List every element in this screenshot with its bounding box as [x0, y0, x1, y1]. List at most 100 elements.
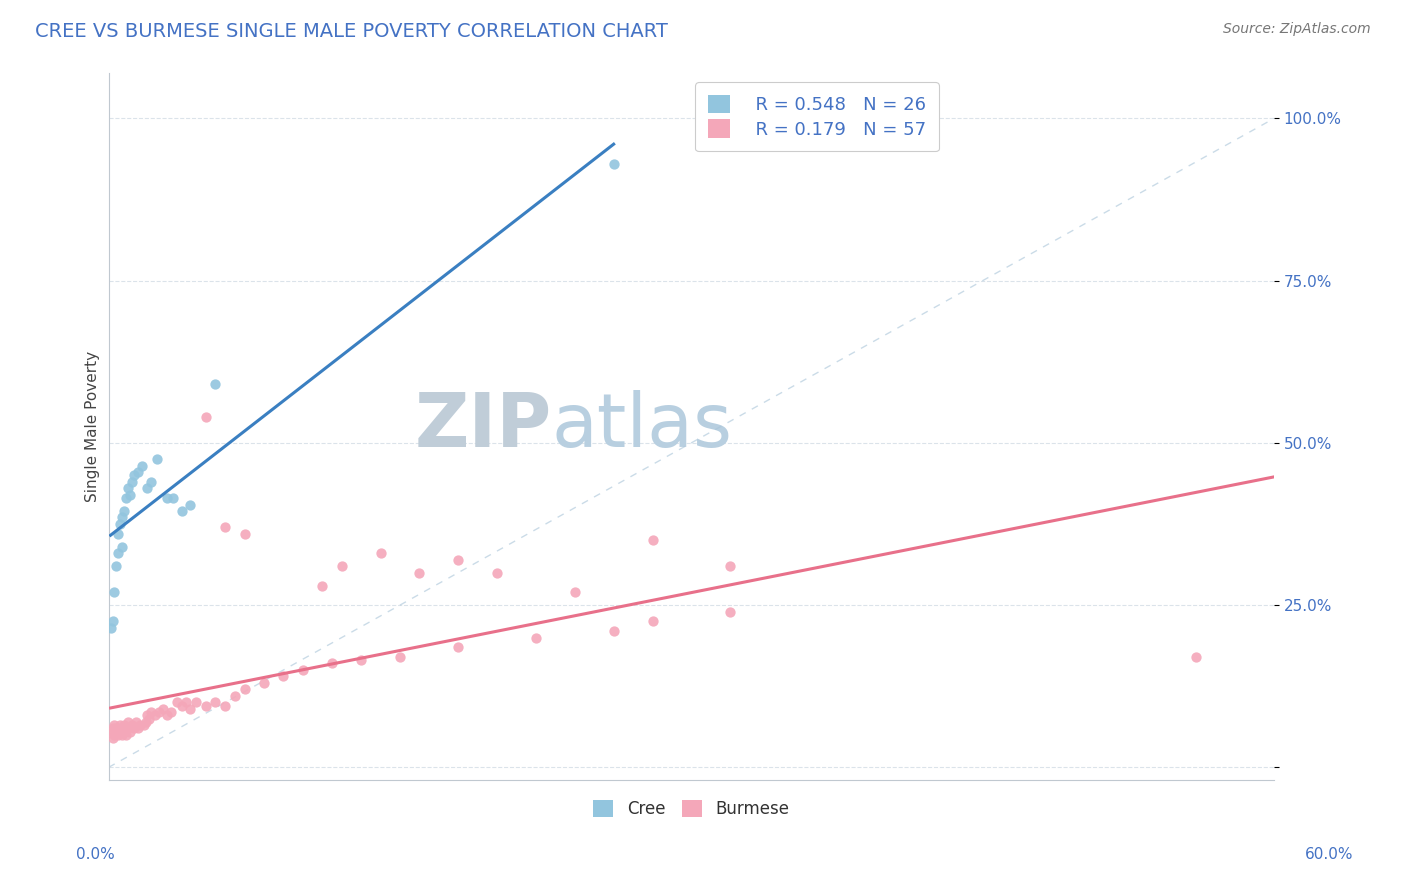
Point: [184, 695, 207, 709]
Point: [564, 585, 586, 599]
Point: [136, 708, 159, 723]
Point: [115, 722, 138, 736]
Text: 60.0%: 60.0%: [1305, 847, 1353, 862]
Point: [138, 712, 160, 726]
Point: [291, 663, 314, 677]
Point: [136, 481, 159, 495]
Point: [330, 559, 353, 574]
Point: [152, 702, 174, 716]
Point: [101, 731, 124, 745]
Text: CREE VS BURMESE SINGLE MALE POVERTY CORRELATION CHART: CREE VS BURMESE SINGLE MALE POVERTY CORR…: [35, 22, 668, 41]
Point: [127, 465, 149, 479]
Point: [641, 533, 664, 548]
Point: [127, 722, 149, 736]
Point: [172, 504, 194, 518]
Y-axis label: Single Male Poverty: Single Male Poverty: [86, 351, 100, 502]
Point: [224, 689, 246, 703]
Point: [110, 718, 132, 732]
Point: [447, 640, 470, 655]
Point: [156, 708, 179, 723]
Point: [117, 481, 139, 495]
Legend: Cree, Burmese: Cree, Burmese: [586, 794, 796, 825]
Point: [122, 468, 145, 483]
Point: [179, 702, 201, 716]
Point: [162, 491, 184, 505]
Point: [602, 157, 624, 171]
Point: [233, 682, 256, 697]
Point: [718, 605, 741, 619]
Point: [131, 458, 153, 473]
Point: [122, 722, 145, 736]
Point: [135, 714, 157, 729]
Point: [115, 491, 138, 505]
Point: [103, 718, 125, 732]
Point: [118, 724, 141, 739]
Point: [117, 722, 139, 736]
Point: [110, 516, 132, 531]
Point: [121, 718, 143, 732]
Point: [176, 695, 198, 709]
Point: [101, 722, 124, 736]
Point: [111, 722, 134, 736]
Point: [253, 676, 276, 690]
Point: [105, 559, 128, 574]
Point: [128, 718, 150, 732]
Point: [118, 488, 141, 502]
Point: [125, 714, 148, 729]
Point: [214, 698, 236, 713]
Point: [486, 566, 509, 580]
Point: [105, 724, 128, 739]
Point: [166, 695, 188, 709]
Point: [214, 520, 236, 534]
Text: Source: ZipAtlas.com: Source: ZipAtlas.com: [1223, 22, 1371, 37]
Point: [273, 669, 295, 683]
Point: [117, 714, 139, 729]
Point: [524, 631, 547, 645]
Point: [172, 698, 194, 713]
Point: [110, 724, 132, 739]
Point: [132, 718, 155, 732]
Point: [194, 409, 217, 424]
Point: [321, 657, 343, 671]
Point: [159, 705, 181, 719]
Text: atlas: atlas: [551, 390, 733, 463]
Point: [148, 705, 170, 719]
Point: [101, 615, 124, 629]
Point: [143, 708, 166, 723]
Point: [107, 526, 129, 541]
Point: [115, 728, 138, 742]
Point: [112, 724, 135, 739]
Point: [105, 722, 128, 736]
Point: [141, 475, 163, 489]
Point: [100, 621, 122, 635]
Point: [107, 722, 129, 736]
Point: [141, 705, 163, 719]
Point: [111, 540, 134, 554]
Point: [146, 452, 169, 467]
Point: [370, 546, 392, 560]
Point: [112, 504, 135, 518]
Point: [204, 695, 226, 709]
Text: 0.0%: 0.0%: [76, 847, 115, 862]
Point: [112, 718, 135, 732]
Point: [103, 585, 125, 599]
Point: [388, 650, 411, 665]
Point: [408, 566, 430, 580]
Point: [1185, 650, 1208, 665]
Text: ZIP: ZIP: [415, 390, 551, 463]
Point: [233, 526, 256, 541]
Point: [100, 724, 122, 739]
Point: [111, 728, 134, 742]
Point: [447, 552, 470, 566]
Point: [156, 491, 179, 505]
Point: [194, 698, 217, 713]
Point: [204, 377, 226, 392]
Point: [641, 615, 664, 629]
Point: [350, 653, 373, 667]
Point: [602, 624, 624, 638]
Point: [718, 559, 741, 574]
Point: [311, 579, 333, 593]
Point: [179, 498, 201, 512]
Point: [107, 546, 129, 560]
Point: [107, 728, 129, 742]
